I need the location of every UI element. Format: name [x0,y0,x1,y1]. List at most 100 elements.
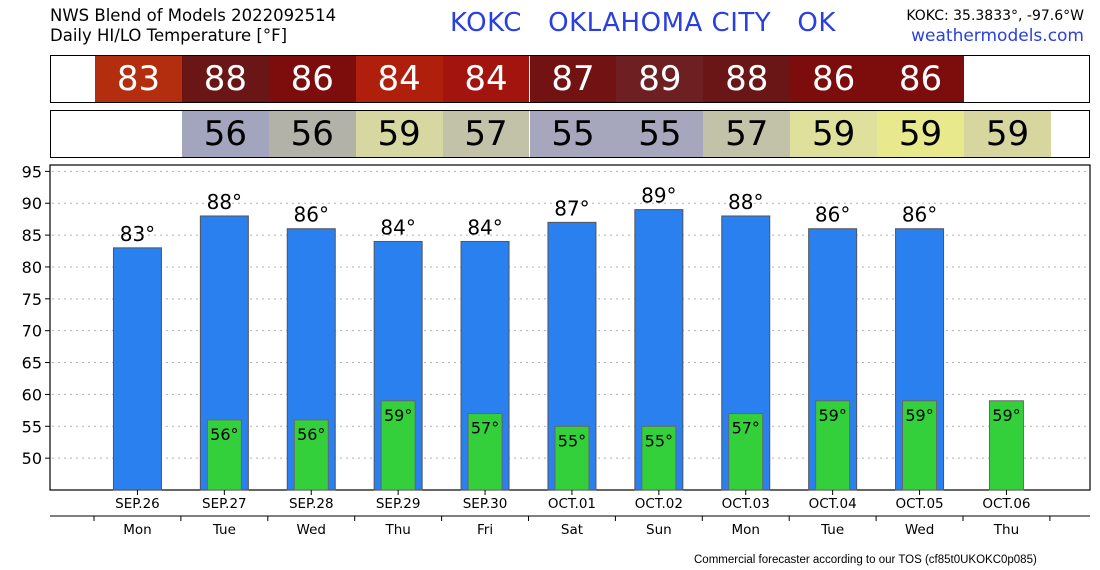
high-temp-label: 84° [467,215,502,239]
x-tick-label: OCT.06 [982,496,1030,512]
low-temp-bar [554,425,590,491]
high-temp-bar [895,228,945,491]
low-temp-cell: 57 [703,111,791,157]
x-tick-label: OCT.05 [895,496,943,512]
high-temp-label: 86° [815,203,850,227]
low-temp-cell: 56 [268,111,356,157]
low-temp-bar [380,400,416,491]
high-temp-cell: 84 [355,56,443,102]
y-tick-label: 70 [22,322,42,341]
low-temp-bar [815,400,851,491]
footer-note: Commercial forecaster according to our T… [694,554,1037,566]
low-temp-label: 59° [818,406,846,425]
low-temp-bar [206,419,242,491]
x-tick-label: OCT.03 [722,496,770,512]
high-temp-bar [808,228,858,491]
low-temp-cell: 55 [529,111,617,157]
low-temp-label: 57° [471,419,499,438]
low-temp-cell: 56 [181,111,269,157]
high-temp-label: 89° [641,184,676,208]
low-temp-label: 55° [645,431,673,450]
x-tick-label: OCT.04 [809,496,857,512]
low-temp-strip: 56 56 59 57 55 55 57 59 59 59 [50,110,1090,158]
low-temp-label: 56° [210,425,238,444]
low-temp-bar [293,419,329,491]
plot-area [49,164,1091,491]
low-temp-bar [641,425,677,491]
title-line-1: NWS Blend of Models 2022092514 [50,6,337,25]
y-tick-label: 80 [22,258,42,277]
low-temp-label: 56° [297,425,325,444]
low-temp-label: 57° [732,419,760,438]
y-tick-label: 90 [22,194,42,213]
low-temp-label: 59° [992,406,1020,425]
low-temp-cell: 59 [964,111,1051,157]
station-coords: KOKC: 35.3833°, -97.6°W [906,8,1084,24]
weekday-label: Tue [212,522,236,538]
weekday-label: Tue [820,522,844,538]
low-temp-cell: 55 [616,111,704,157]
y-tick-label: 50 [22,449,42,468]
low-temp-label: 59° [905,406,933,425]
y-tick-label: 60 [22,385,42,404]
high-temp-cell: 84 [442,56,530,102]
y-tick-label: 65 [22,354,42,373]
high-temp-bar [373,240,423,491]
x-tick-label: SEP.26 [115,496,160,512]
high-temp-cell: 86 [268,56,356,102]
high-temp-label: 88° [728,190,763,214]
high-temp-label: 84° [380,215,415,239]
weekday-label: Thu [384,522,410,538]
low-temp-bar [902,400,938,491]
title-line-2: Daily HI/LO Temperature [°F] [50,26,288,45]
low-temp-cell: 57 [442,111,530,157]
high-temp-cell: 89 [616,56,704,102]
high-temp-cell: 86 [790,56,878,102]
x-tick-label: SEP.29 [376,496,421,512]
high-temp-bar [199,215,249,491]
high-temp-bar [460,240,510,491]
high-temp-strip: 83 88 86 84 84 87 89 88 86 86 [50,55,1090,103]
x-tick-label: SEP.28 [289,496,334,512]
y-tick-label: 85 [22,226,42,245]
high-temp-bar [112,247,162,491]
high-temp-label: 86° [294,203,329,227]
high-temp-cell: 87 [529,56,617,102]
high-temp-label: 83° [120,222,155,246]
high-temp-cell: 83 [95,56,182,102]
low-temp-cell: 59 [877,111,964,157]
x-tick-label: OCT.01 [548,496,596,512]
weekday-label: Mon [732,522,760,538]
y-tick-label: 75 [22,290,42,309]
station-info: KOKC: 35.3833°, -97.6°W weathermodels.co… [906,6,1084,46]
y-tick-label: 95 [22,162,42,181]
high-temp-cell: 86 [877,56,964,102]
high-temp-label: 88° [207,190,242,214]
high-temp-cell: 88 [703,56,791,102]
station-title: KOKC OKLAHOMA CITY OK [450,8,836,38]
weekday-label: Wed [297,522,326,538]
low-temp-bar [988,400,1024,491]
high-temp-label: 87° [554,196,589,220]
site-link[interactable]: weathermodels.com [911,26,1084,46]
weekday-label: Fri [477,522,493,538]
weekday-label: Sun [646,522,672,538]
high-temp-bar [547,221,597,491]
chart-title: NWS Blend of Models 2022092514 Daily HI/… [50,6,336,46]
weekday-label: Thu [993,522,1019,538]
weekday-label: Wed [905,522,934,538]
high-temp-cell: 88 [181,56,269,102]
high-temp-label: 86° [902,203,937,227]
x-tick-label: SEP.27 [202,496,247,512]
high-temp-bar [634,209,684,491]
weekday-label: Mon [123,522,151,538]
weekday-label: Sat [561,522,583,538]
high-temp-bar [721,215,771,491]
low-temp-bar [728,413,764,491]
low-temp-cell: 59 [790,111,878,157]
x-tick-label: SEP.30 [463,496,508,512]
y-tick-label: 55 [22,417,42,436]
low-temp-label: 59° [384,406,412,425]
x-tick-label: OCT.02 [635,496,683,512]
low-temp-label: 55° [558,431,586,450]
